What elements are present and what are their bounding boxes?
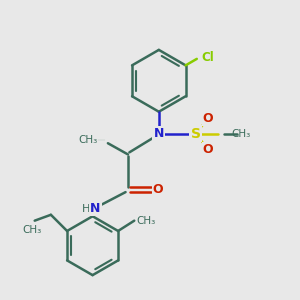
Text: Cl: Cl bbox=[202, 51, 214, 64]
Text: N: N bbox=[154, 127, 164, 140]
Text: S: S bbox=[190, 127, 201, 141]
Text: CH₃: CH₃ bbox=[232, 129, 251, 139]
Text: N: N bbox=[90, 202, 101, 215]
Text: H: H bbox=[82, 204, 90, 214]
Text: O: O bbox=[203, 112, 213, 125]
Text: CH₃: CH₃ bbox=[136, 216, 156, 226]
Text: CH₃: CH₃ bbox=[79, 135, 98, 145]
Text: O: O bbox=[153, 183, 163, 196]
Text: O: O bbox=[203, 142, 213, 156]
Text: CH₃: CH₃ bbox=[23, 225, 42, 235]
